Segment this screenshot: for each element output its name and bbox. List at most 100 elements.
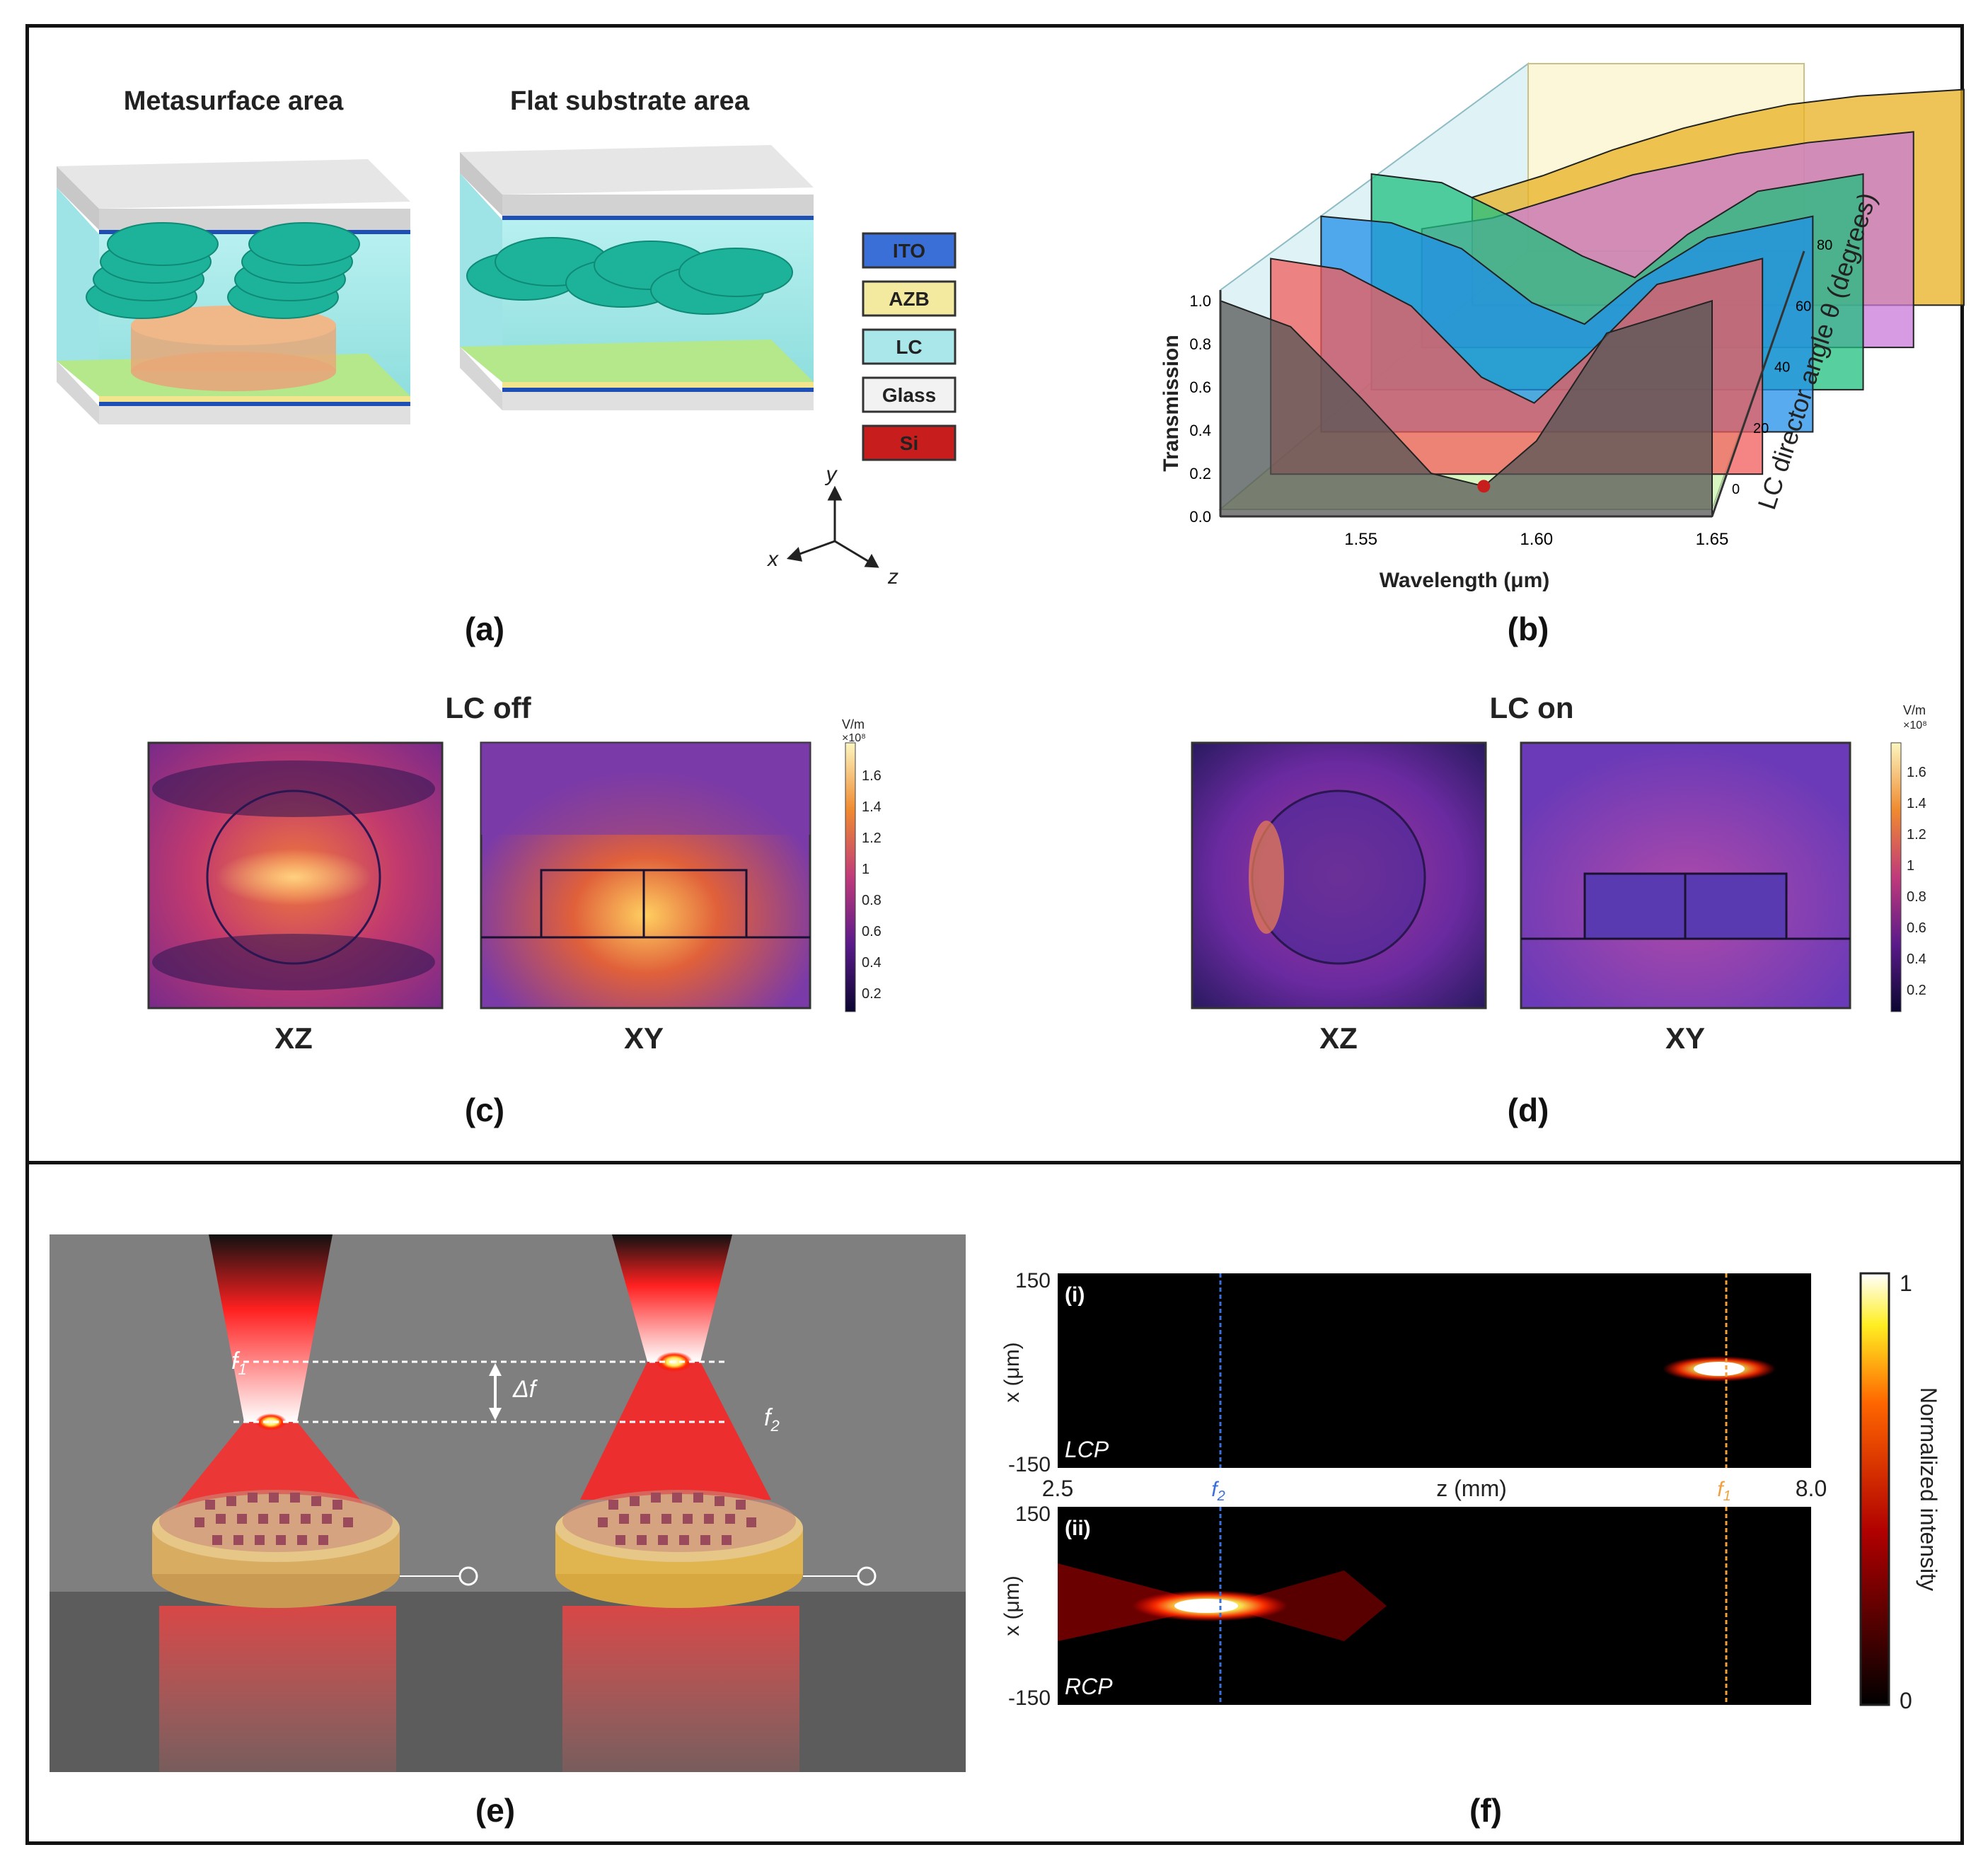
z-tick-label: 0 xyxy=(1732,482,1740,497)
panel-f-label: (f) xyxy=(1469,1792,1502,1829)
intensity-colorbar xyxy=(1859,1272,1890,1706)
intensity-colorbar-title: Normalized intensity xyxy=(1916,1387,1941,1591)
lc-off-xz-pillar-outline xyxy=(206,789,381,965)
z-tick-label: 80 xyxy=(1817,238,1832,253)
lc-off-xy-label: XY xyxy=(624,1022,664,1055)
lc-on-xz-label: XZ xyxy=(1319,1022,1358,1055)
left-incoming-cone xyxy=(209,1234,333,1422)
lc-on-tick-0-4: 0.4 xyxy=(1907,951,1926,967)
lc-on-xy-label: XY xyxy=(1665,1022,1705,1055)
legend-label-si: Si xyxy=(900,432,918,454)
lc-on-tick-1-4: 1.4 xyxy=(1907,796,1926,811)
z-tick-label: 20 xyxy=(1753,421,1769,436)
y-tick-label: 0.0 xyxy=(1189,508,1211,526)
legend-label-azb: AZB xyxy=(889,288,930,310)
panel-e: f1 f2 Δf xyxy=(50,1234,966,1829)
panel-c: LC off XZ XY V/m ×10⁸ 1.6 1.4 1.2 1 0.8 … xyxy=(147,691,882,1128)
y-tick-label: 0.6 xyxy=(1189,378,1211,396)
metasurface-cell-illustration xyxy=(57,159,410,424)
lc-off-xz-label: XZ xyxy=(274,1022,313,1055)
subpanel-ii-label: (ii) xyxy=(1065,1517,1091,1540)
transmission-series-group xyxy=(1220,88,1965,517)
lcp-y-top: 150 xyxy=(1015,1269,1051,1292)
legend-swatch-glass xyxy=(862,376,957,413)
axis-x-label: x xyxy=(766,548,779,571)
lcp-y-bottom: -150 xyxy=(1008,1453,1051,1476)
z-tick-label: 40 xyxy=(1774,360,1790,376)
z-tick-label: 60 xyxy=(1796,299,1811,314)
intensity-colorbar-max: 1 xyxy=(1900,1271,1912,1296)
y-tick-label: 0.8 xyxy=(1189,335,1211,353)
lc-on-colorbar-scale: ×10⁸ xyxy=(1903,719,1927,731)
metasurface-area-title: Metasurface area xyxy=(124,86,344,116)
flat-substrate-area-title: Flat substrate area xyxy=(510,86,750,116)
lc-on-title: LC on xyxy=(1490,691,1574,724)
delta-f-label: Δf xyxy=(512,1376,538,1403)
coordinate-axes xyxy=(786,485,879,568)
y-axis-title: Transmission xyxy=(1160,335,1183,471)
lc-on-tick-0-2: 0.2 xyxy=(1907,983,1926,998)
rcp-label: RCP xyxy=(1065,1674,1113,1699)
rcp-y-top: 150 xyxy=(1015,1503,1051,1526)
y-tick-label: 0.2 xyxy=(1189,465,1211,482)
lc-off-tick-1-4: 1.4 xyxy=(862,799,882,815)
right-incoming-cone xyxy=(612,1234,732,1362)
left-metasurface-device xyxy=(152,1490,478,1608)
legend-swatch-lc xyxy=(862,328,957,365)
lcp-y-title: x (μm) xyxy=(1000,1342,1024,1403)
x-min-label: 2.5 xyxy=(1042,1476,1073,1501)
legend-label-lc: LC xyxy=(896,336,922,358)
chart-tick-group: 1.55 1.60 1.65 0.0 0.2 0.4 0.6 0.8 1.0 0 20 40 60 80 xyxy=(1189,238,1832,549)
f1-marker-label: f1 xyxy=(1717,1478,1730,1504)
axis-y-label: y xyxy=(825,463,838,486)
lc-off-tick-1-6: 1.6 xyxy=(862,768,882,784)
lc-off-title: LC off xyxy=(445,691,531,724)
lc-on-tick-0-6: 0.6 xyxy=(1907,920,1926,936)
flat-substrate-cell-illustration xyxy=(460,145,814,410)
lc-off-tick-1: 1 xyxy=(862,862,869,877)
lc-on-colorbar xyxy=(1890,742,1902,1012)
bottom-figure-frame xyxy=(25,1161,1964,1845)
legend-swatch-azb xyxy=(862,280,957,317)
x-max-label: 8.0 xyxy=(1796,1476,1827,1501)
lc-off-colorbar-scale: ×10⁸ xyxy=(842,732,866,744)
x-axis-title: Wavelength (μm) xyxy=(1380,569,1550,592)
x-axis-title-f: z (mm) xyxy=(1436,1476,1507,1501)
panel-d-label: (d) xyxy=(1508,1092,1549,1128)
panel-b: 1.55 1.60 1.650.00.20.40.60.81.0020406080 … xyxy=(1160,62,1965,647)
legend-label-glass: Glass xyxy=(882,384,936,406)
right-output-beam xyxy=(562,1606,799,1772)
panel-a-label: (a) xyxy=(465,611,504,647)
lc-on-tick-1-2: 1.2 xyxy=(1907,827,1926,843)
lcp-label: LCP xyxy=(1065,1437,1109,1462)
lc-on-tick-1-6: 1.6 xyxy=(1907,765,1926,780)
legend-swatch-ito xyxy=(862,232,957,269)
axis-z-label: z xyxy=(887,565,898,589)
lc-on-tick-0-8: 0.8 xyxy=(1907,889,1926,905)
lc-on-tick-1: 1 xyxy=(1907,858,1914,874)
subpanel-i-label: (i) xyxy=(1065,1283,1085,1307)
lc-off-tick-0-6: 0.6 xyxy=(862,924,882,939)
minimum-marker xyxy=(1477,480,1491,493)
panel-b-label: (b) xyxy=(1508,611,1549,647)
lc-off-colorbar-unit: V/m xyxy=(842,717,865,731)
lc-off-tick-0-4: 0.4 xyxy=(862,955,882,971)
material-legend: ITO AZB LC Glass Si xyxy=(862,232,957,461)
lc-on-colorbar-unit: V/m xyxy=(1903,703,1926,717)
z-axis-line xyxy=(1711,250,1805,517)
lc-off-tick-0-8: 0.8 xyxy=(862,893,882,908)
panel-c-label: (c) xyxy=(465,1092,504,1128)
legend-swatch-si xyxy=(862,424,957,461)
lc-off-tick-0-2: 0.2 xyxy=(862,986,882,1002)
rcp-y-title: x (μm) xyxy=(1000,1575,1024,1636)
panel-d: LC on XZ XY V/m ×10⁸ 1.6 1.4 1.2 1 0.8 0… xyxy=(1191,691,1927,1128)
lc-off-colorbar xyxy=(845,742,856,1012)
panel-a: Metasurface area Flat substrate area xyxy=(57,86,957,647)
left-output-beam xyxy=(159,1606,396,1772)
panel-e-label: (e) xyxy=(475,1792,515,1829)
x-tick-label: 1.55 xyxy=(1344,530,1377,549)
x-tick-label: 1.60 xyxy=(1520,530,1553,549)
rcp-y-bottom: -150 xyxy=(1008,1686,1051,1710)
y-tick-label: 1.0 xyxy=(1189,292,1211,310)
